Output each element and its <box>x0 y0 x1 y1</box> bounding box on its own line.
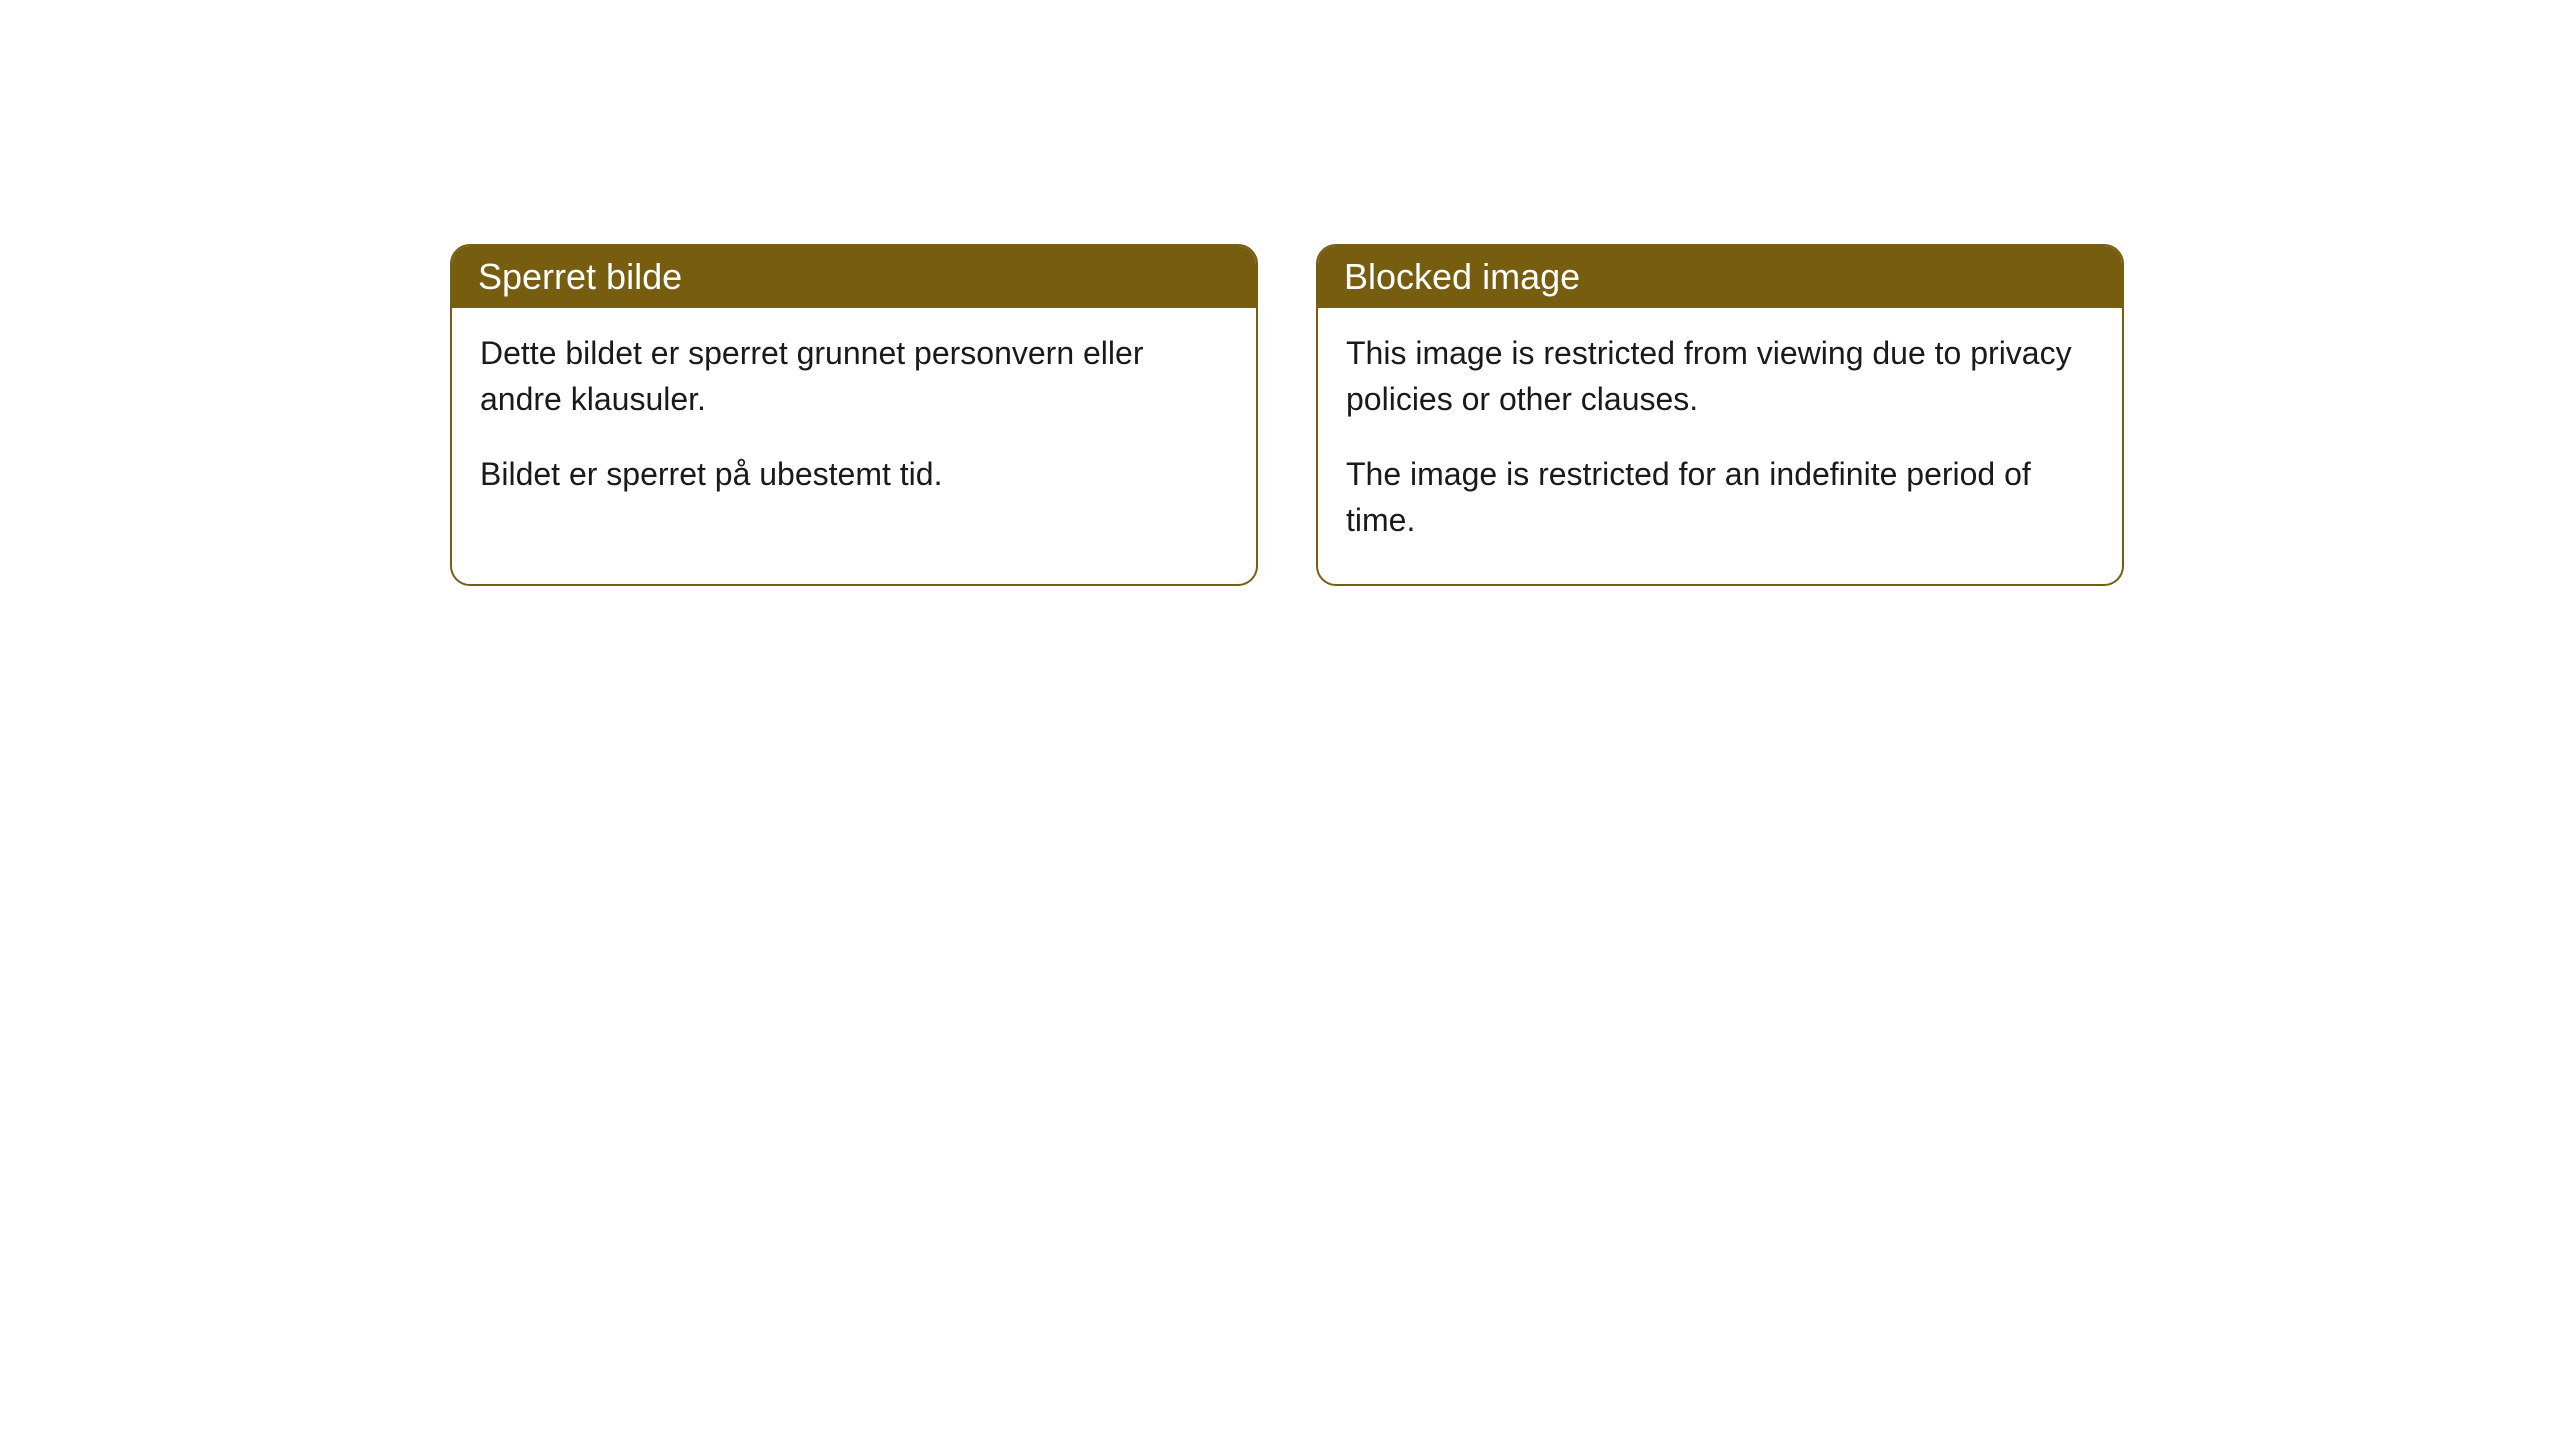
notice-card-english: Blocked image This image is restricted f… <box>1316 244 2124 586</box>
notice-cards-container: Sperret bilde Dette bildet er sperret gr… <box>450 244 2124 586</box>
card-title: Sperret bilde <box>478 256 682 297</box>
card-body: This image is restricted from viewing du… <box>1318 308 2122 584</box>
card-header: Blocked image <box>1318 246 2122 308</box>
card-title: Blocked image <box>1344 256 1580 297</box>
card-paragraph: The image is restricted for an indefinit… <box>1346 451 2094 544</box>
card-header: Sperret bilde <box>452 246 1256 308</box>
card-body: Dette bildet er sperret grunnet personve… <box>452 308 1256 537</box>
card-paragraph: This image is restricted from viewing du… <box>1346 330 2094 423</box>
card-paragraph: Bildet er sperret på ubestemt tid. <box>480 451 1228 497</box>
notice-card-norwegian: Sperret bilde Dette bildet er sperret gr… <box>450 244 1258 586</box>
card-paragraph: Dette bildet er sperret grunnet personve… <box>480 330 1228 423</box>
